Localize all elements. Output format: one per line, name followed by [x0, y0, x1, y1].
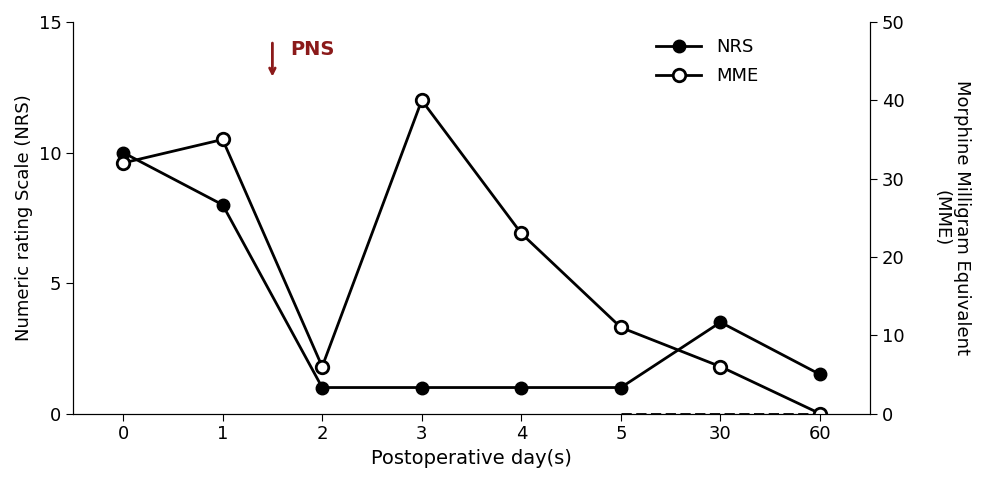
Line: NRS: NRS [116, 146, 826, 394]
MME [814, 411, 826, 416]
NRS [516, 384, 528, 390]
Legend: NRS, MME: NRS, MME [649, 31, 765, 92]
NRS [217, 202, 229, 208]
Text: PNS: PNS [290, 40, 334, 59]
MME [217, 137, 229, 142]
NRS [814, 371, 826, 377]
NRS [117, 150, 129, 156]
NRS [317, 384, 328, 390]
MME [715, 364, 727, 369]
MME [516, 230, 528, 236]
MME [615, 325, 627, 330]
Line: MME: MME [116, 94, 826, 420]
NRS [715, 319, 727, 325]
MME [117, 160, 129, 166]
X-axis label: Postoperative day(s): Postoperative day(s) [371, 449, 572, 468]
NRS [615, 384, 627, 390]
NRS [416, 384, 428, 390]
Y-axis label: Numeric rating Scale (NRS): Numeric rating Scale (NRS) [15, 95, 33, 341]
Y-axis label: Morphine Milligram Equivalent
(MME): Morphine Milligram Equivalent (MME) [932, 80, 971, 355]
MME [416, 98, 428, 103]
MME [317, 364, 328, 369]
